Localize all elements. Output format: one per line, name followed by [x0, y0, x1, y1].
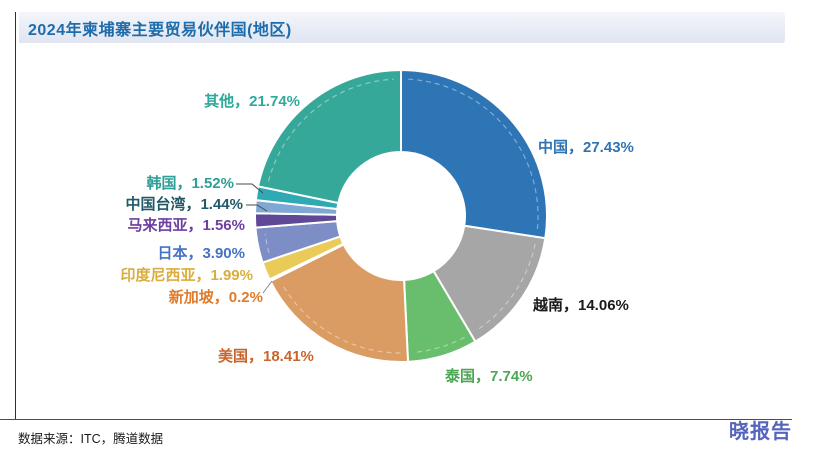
data-source-text: 数据来源：ITC，腾道数据 [18, 432, 164, 446]
slice-highlight-thailand [414, 336, 465, 353]
slice-others [257, 69, 402, 204]
slice-malaysia [254, 212, 339, 229]
slice-japan [254, 220, 342, 264]
footer-divider [0, 419, 792, 420]
slice-taiwan [254, 199, 339, 216]
slice-vietnam [432, 224, 547, 343]
slice-label-korea: 韩国，1.52% [146, 175, 234, 192]
chart-title: 2024年柬埔寨主要贸易伙伴国(地区) [28, 21, 292, 39]
slice-singapore [268, 242, 345, 283]
slice-indonesia [261, 235, 345, 281]
slice-label-china: 中国，27.43% [538, 139, 634, 156]
slice-label-thailand: 泰国，7.74% [445, 368, 533, 385]
brand-logo-text: 晓报告 [729, 421, 792, 443]
slice-highlight-vietnam [476, 243, 536, 331]
slice-highlight-usa [281, 283, 401, 354]
leader-line-korea [236, 183, 264, 194]
leader-line-taiwan [246, 204, 268, 212]
page-left-border [15, 12, 16, 420]
slice-highlight-china [408, 78, 539, 230]
slice-label-singapore: 新加坡，0.2% [168, 289, 263, 306]
slice-label-others: 其他，21.74% [204, 93, 300, 110]
slice-label-usa: 美国，18.41% [218, 348, 314, 365]
slice-label-japan: 日本，3.90% [157, 245, 245, 262]
slice-china [400, 69, 548, 240]
slice-highlight-japan [264, 233, 270, 253]
slice-label-malaysia: 马来西亚，1.56% [127, 217, 245, 234]
chart-title-bar: 2024年柬埔寨主要贸易伙伴国(地区) [19, 12, 785, 43]
slice-korea [254, 185, 340, 211]
slice-label-taiwan: 中国台湾，1.44% [125, 196, 243, 213]
slice-usa [269, 243, 410, 363]
slice-label-indonesia: 印度尼西亚，1.99% [120, 267, 253, 284]
slice-label-vietnam: 越南，14.06% [533, 297, 629, 314]
slice-thailand [403, 270, 477, 363]
leader-line-singapore [262, 280, 273, 294]
